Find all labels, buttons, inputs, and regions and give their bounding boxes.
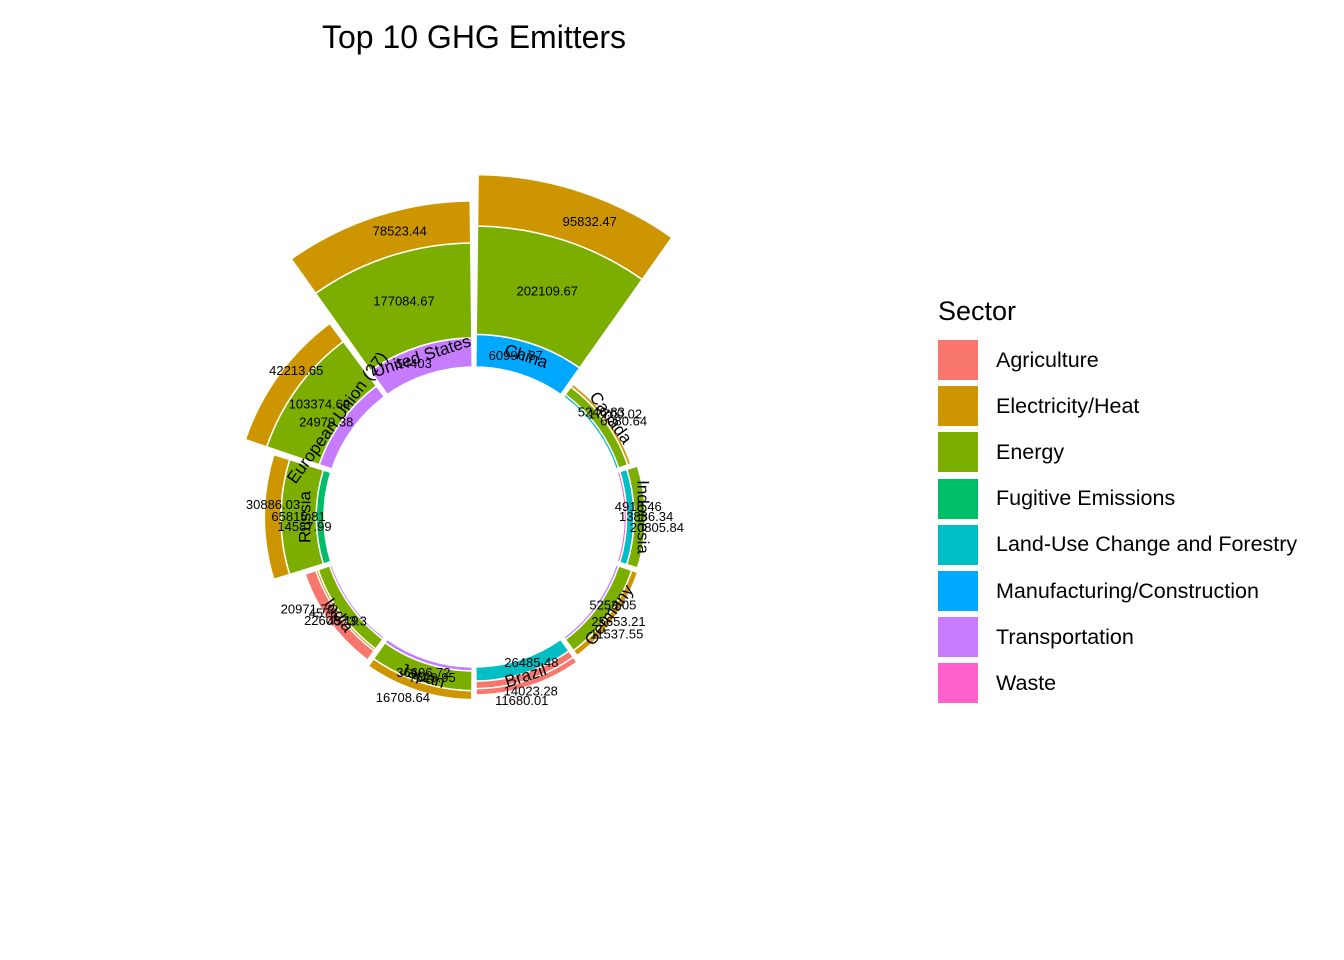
legend-key: [938, 386, 978, 427]
value-label: 95832.47: [563, 214, 617, 229]
legend-label: Land-Use Change and Forestry: [996, 532, 1298, 557]
value-label: 4578: [309, 605, 338, 620]
chart-title: Top 10 GHG Emitters: [322, 19, 626, 55]
value-label: 17700.02: [588, 407, 642, 422]
bar-segment: [367, 657, 473, 701]
value-label: 11680.01: [495, 693, 548, 708]
bar-segment: [304, 569, 376, 661]
value-label: 14587.99: [277, 519, 331, 534]
value-label: 103374.69: [289, 397, 350, 412]
value-label: 4918.46: [615, 499, 662, 514]
legend-item: Transportation: [938, 614, 1297, 660]
value-label: 20971.72: [281, 602, 335, 617]
value-label: 20805.84: [630, 520, 684, 535]
value-label: 54403: [396, 356, 432, 371]
country-label: Indonesia: [634, 480, 653, 554]
legend-key: [938, 340, 978, 381]
value-label: 78523.44: [373, 223, 427, 238]
value-label: 26485.48: [504, 655, 558, 670]
legend-label: Manufacturing/Construction: [996, 578, 1259, 603]
value-label: 30886.03: [246, 497, 300, 512]
value-label: 14023.28: [504, 684, 558, 699]
value-label: 4573.3: [327, 614, 367, 629]
legend-item: Waste: [938, 660, 1297, 706]
value-label: 36606.72: [396, 665, 450, 680]
value-label: 65815.81: [271, 509, 325, 524]
bar-segment: [244, 322, 345, 448]
bar-segment: [475, 656, 578, 696]
legend-label: Waste: [996, 670, 1057, 695]
legend-key: [938, 478, 978, 519]
legend-item: Electricity/Heat: [938, 383, 1297, 429]
legend-label: Transportation: [996, 624, 1134, 649]
bars-layer: [244, 173, 673, 701]
value-label: 11537.55: [590, 626, 643, 641]
value-label: 42213.65: [269, 363, 323, 378]
value-label: 13886.34: [619, 509, 673, 524]
bar-segment: [572, 569, 639, 657]
legend-item: Manufacturing/Construction: [938, 568, 1297, 614]
legend-key: [938, 432, 978, 473]
legend-item: Agriculture: [938, 337, 1297, 383]
value-label: 6080.64: [600, 413, 647, 428]
legend: Sector Agriculture Electricity/Heat Energy…: [938, 296, 1297, 707]
legend-key: [938, 663, 978, 704]
country-label: Russia: [295, 490, 314, 543]
legend-key: [938, 571, 978, 612]
legend-title: Sector: [938, 296, 1017, 326]
bar-segment: [625, 465, 646, 569]
value-label: 5246.83: [578, 404, 625, 419]
value-label: 7629.95: [409, 670, 456, 685]
bar-segment: [263, 453, 291, 581]
value-label: 16708.64: [376, 690, 430, 705]
legend-item: Energy: [938, 429, 1297, 475]
value-label: 60996.87: [489, 348, 543, 363]
bar-segment: [290, 200, 472, 295]
value-labels-layer: 60996.87 202109.67 95832.47 5246.8317700.02…: [246, 214, 684, 708]
legend-key: [938, 617, 978, 658]
value-label: 25653.21: [591, 614, 645, 629]
bar-segment: [569, 383, 632, 466]
value-label: 177084.67: [373, 294, 434, 309]
legend-label: Fugitive Emissions: [996, 486, 1176, 511]
legend-label: Agriculture: [996, 347, 1099, 372]
legend-key: [938, 524, 978, 565]
bar-segment: [476, 173, 673, 281]
legend-item: Fugitive Emissions: [938, 476, 1297, 522]
legend-label: Energy: [996, 439, 1065, 464]
legend-label: Electricity/Heat: [996, 393, 1140, 418]
value-label: 5253.05: [589, 598, 636, 613]
value-label: 24979.38: [299, 415, 353, 430]
value-label: 202109.67: [516, 284, 577, 299]
legend-item: Land-Use Change and Forestry: [938, 522, 1297, 568]
value-label: 22606.19: [304, 613, 358, 628]
